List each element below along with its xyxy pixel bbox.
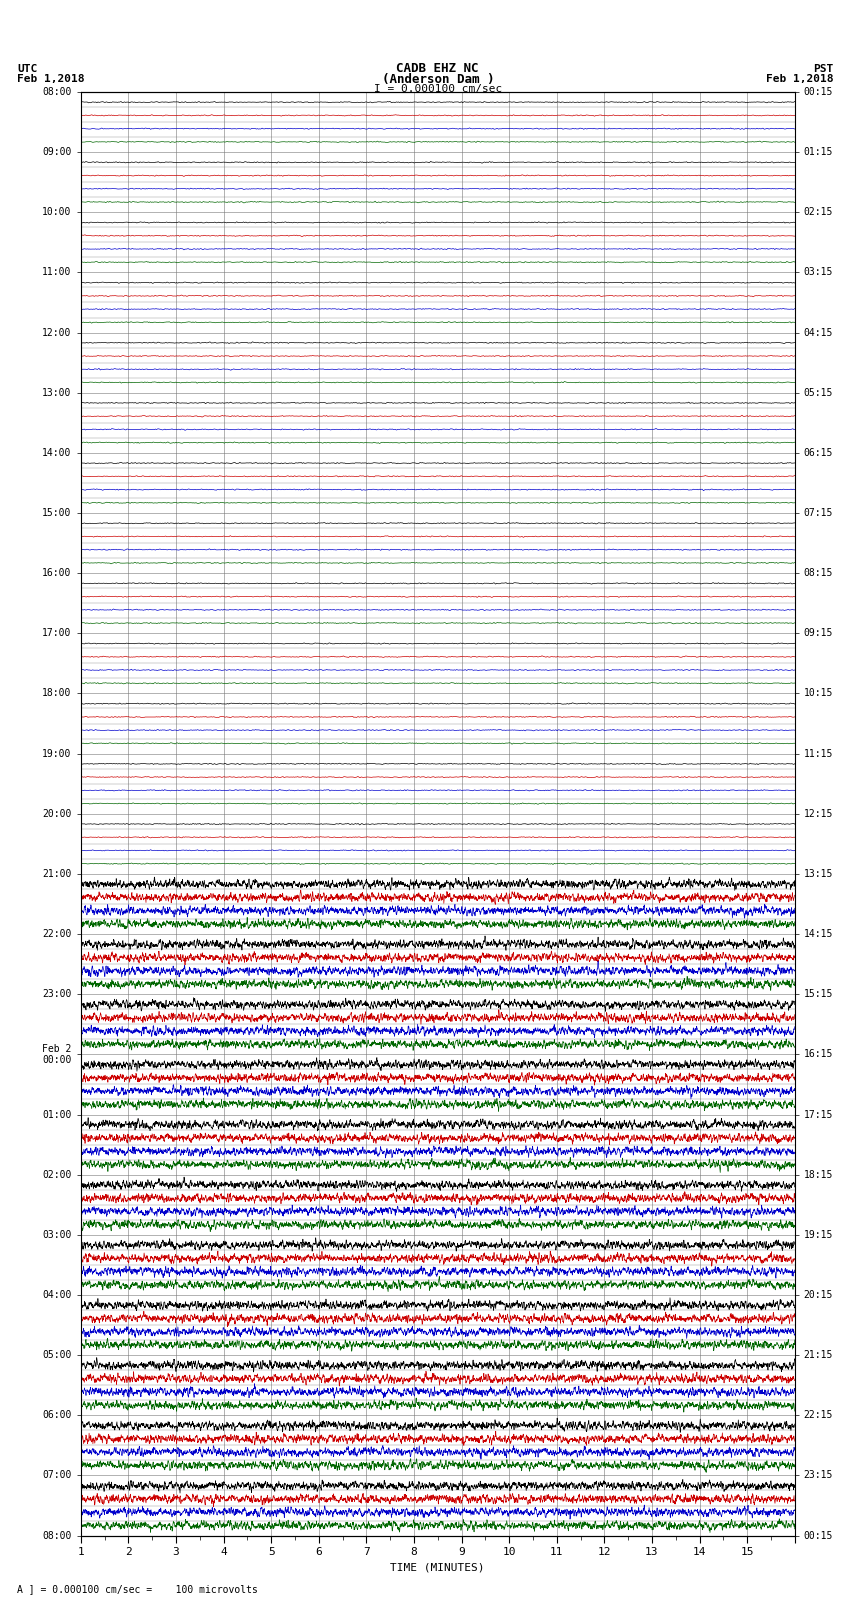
- Text: Feb 1,2018: Feb 1,2018: [766, 74, 833, 84]
- Text: CADB EHZ NC: CADB EHZ NC: [396, 61, 479, 76]
- Text: UTC: UTC: [17, 63, 37, 74]
- Text: I = 0.000100 cm/sec: I = 0.000100 cm/sec: [374, 84, 502, 94]
- Text: (Anderson Dam ): (Anderson Dam ): [382, 73, 494, 85]
- X-axis label: TIME (MINUTES): TIME (MINUTES): [390, 1563, 485, 1573]
- Text: A ] = 0.000100 cm/sec =    100 microvolts: A ] = 0.000100 cm/sec = 100 microvolts: [17, 1584, 258, 1594]
- Text: Feb 1,2018: Feb 1,2018: [17, 74, 84, 84]
- Text: PST: PST: [813, 63, 833, 74]
